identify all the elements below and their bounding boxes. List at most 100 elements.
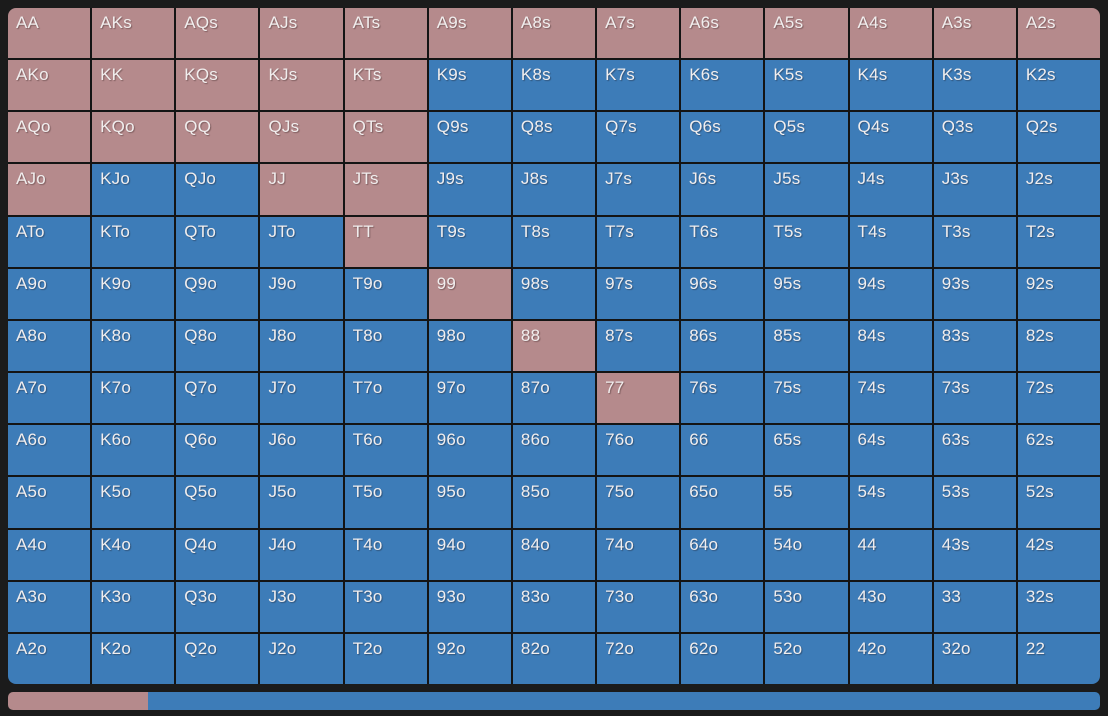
- hand-cell-ato[interactable]: ATo: [8, 216, 91, 267]
- hand-cell-33[interactable]: 33: [933, 581, 1016, 632]
- hand-cell-j3s[interactable]: J3s: [933, 164, 1016, 215]
- hand-cell-76o[interactable]: 76o: [597, 425, 680, 476]
- hand-cell-a5o[interactable]: A5o: [8, 477, 91, 528]
- hand-cell-77[interactable]: 77: [597, 373, 680, 424]
- hand-cell-q5s[interactable]: Q5s: [765, 112, 848, 163]
- hand-cell-aks[interactable]: AKs: [92, 8, 175, 59]
- hand-cell-t2s[interactable]: T2s: [1017, 216, 1100, 267]
- hand-cell-97s[interactable]: 97s: [597, 268, 680, 319]
- hand-cell-aqs[interactable]: AQs: [176, 8, 259, 59]
- hand-cell-j9o[interactable]: J9o: [260, 268, 343, 319]
- hand-cell-a6s[interactable]: A6s: [681, 8, 764, 59]
- hand-cell-k2o[interactable]: K2o: [92, 633, 175, 684]
- hand-cell-42s[interactable]: 42s: [1017, 529, 1100, 580]
- hand-cell-73s[interactable]: 73s: [933, 373, 1016, 424]
- hand-cell-j4s[interactable]: J4s: [849, 164, 932, 215]
- hand-cell-a2s[interactable]: A2s: [1017, 8, 1100, 59]
- hand-cell-64s[interactable]: 64s: [849, 425, 932, 476]
- hand-cell-t6o[interactable]: T6o: [344, 425, 427, 476]
- hand-cell-k5o[interactable]: K5o: [92, 477, 175, 528]
- hand-cell-t2o[interactable]: T2o: [344, 633, 427, 684]
- hand-cell-a9o[interactable]: A9o: [8, 268, 91, 319]
- hand-cell-j5o[interactable]: J5o: [260, 477, 343, 528]
- hand-cell-j2s[interactable]: J2s: [1017, 164, 1100, 215]
- hand-cell-ajo[interactable]: AJo: [8, 164, 91, 215]
- hand-cell-75o[interactable]: 75o: [597, 477, 680, 528]
- hand-cell-97o[interactable]: 97o: [428, 373, 511, 424]
- hand-cell-52s[interactable]: 52s: [1017, 477, 1100, 528]
- hand-cell-74o[interactable]: 74o: [597, 529, 680, 580]
- hand-cell-86o[interactable]: 86o: [512, 425, 596, 476]
- hand-cell-k9s[interactable]: K9s: [428, 60, 511, 111]
- hand-cell-92s[interactable]: 92s: [1017, 268, 1100, 319]
- hand-cell-k5s[interactable]: K5s: [765, 60, 848, 111]
- hand-cell-55[interactable]: 55: [765, 477, 848, 528]
- hand-cell-kts[interactable]: KTs: [344, 60, 427, 111]
- hand-cell-t3s[interactable]: T3s: [933, 216, 1016, 267]
- hand-cell-j8s[interactable]: J8s: [512, 164, 596, 215]
- hand-cell-t8s[interactable]: T8s: [512, 216, 596, 267]
- hand-cell-a8s[interactable]: A8s: [512, 8, 596, 59]
- hand-cell-a3s[interactable]: A3s: [933, 8, 1016, 59]
- hand-cell-t7o[interactable]: T7o: [344, 373, 427, 424]
- hand-cell-62s[interactable]: 62s: [1017, 425, 1100, 476]
- hand-cell-j2o[interactable]: J2o: [260, 633, 343, 684]
- hand-cell-k4o[interactable]: K4o: [92, 529, 175, 580]
- hand-cell-65s[interactable]: 65s: [765, 425, 848, 476]
- hand-cell-92o[interactable]: 92o: [428, 633, 511, 684]
- hand-cell-a9s[interactable]: A9s: [428, 8, 511, 59]
- hand-cell-94o[interactable]: 94o: [428, 529, 511, 580]
- hand-cell-98o[interactable]: 98o: [428, 320, 511, 372]
- hand-cell-q6o[interactable]: Q6o: [176, 425, 259, 476]
- hand-cell-t8o[interactable]: T8o: [344, 320, 427, 372]
- hand-cell-t3o[interactable]: T3o: [344, 581, 427, 632]
- hand-cell-43s[interactable]: 43s: [933, 529, 1016, 580]
- hand-cell-t5o[interactable]: T5o: [344, 477, 427, 528]
- hand-cell-82s[interactable]: 82s: [1017, 320, 1100, 372]
- hand-cell-t7s[interactable]: T7s: [597, 216, 680, 267]
- hand-cell-kjo[interactable]: KJo: [92, 164, 175, 215]
- hand-cell-94s[interactable]: 94s: [849, 268, 932, 319]
- hand-cell-a5s[interactable]: A5s: [765, 8, 848, 59]
- hand-cell-q9o[interactable]: Q9o: [176, 268, 259, 319]
- hand-cell-ajs[interactable]: AJs: [260, 8, 343, 59]
- hand-cell-82o[interactable]: 82o: [512, 633, 596, 684]
- hand-cell-aa[interactable]: AA: [8, 8, 91, 59]
- hand-cell-k7s[interactable]: K7s: [597, 60, 680, 111]
- hand-cell-kjs[interactable]: KJs: [260, 60, 343, 111]
- hand-cell-j7o[interactable]: J7o: [260, 373, 343, 424]
- hand-cell-42o[interactable]: 42o: [849, 633, 932, 684]
- hand-cell-85o[interactable]: 85o: [512, 477, 596, 528]
- hand-cell-96s[interactable]: 96s: [681, 268, 764, 319]
- hand-cell-74s[interactable]: 74s: [849, 373, 932, 424]
- hand-cell-t4s[interactable]: T4s: [849, 216, 932, 267]
- hand-cell-j3o[interactable]: J3o: [260, 581, 343, 632]
- hand-cell-j6o[interactable]: J6o: [260, 425, 343, 476]
- hand-cell-43o[interactable]: 43o: [849, 581, 932, 632]
- hand-cell-a4s[interactable]: A4s: [849, 8, 932, 59]
- hand-cell-53s[interactable]: 53s: [933, 477, 1016, 528]
- hand-cell-q9s[interactable]: Q9s: [428, 112, 511, 163]
- hand-cell-k3s[interactable]: K3s: [933, 60, 1016, 111]
- hand-cell-q3o[interactable]: Q3o: [176, 581, 259, 632]
- hand-cell-jts[interactable]: JTs: [344, 164, 427, 215]
- hand-cell-q7o[interactable]: Q7o: [176, 373, 259, 424]
- hand-cell-q3s[interactable]: Q3s: [933, 112, 1016, 163]
- hand-cell-88[interactable]: 88: [512, 320, 596, 372]
- hand-cell-87o[interactable]: 87o: [512, 373, 596, 424]
- hand-cell-k3o[interactable]: K3o: [92, 581, 175, 632]
- hand-cell-53o[interactable]: 53o: [765, 581, 848, 632]
- hand-cell-44[interactable]: 44: [849, 529, 932, 580]
- hand-cell-65o[interactable]: 65o: [681, 477, 764, 528]
- hand-cell-86s[interactable]: 86s: [681, 320, 764, 372]
- hand-cell-52o[interactable]: 52o: [765, 633, 848, 684]
- hand-cell-66[interactable]: 66: [681, 425, 764, 476]
- hand-cell-75s[interactable]: 75s: [765, 373, 848, 424]
- hand-cell-85s[interactable]: 85s: [765, 320, 848, 372]
- hand-cell-qts[interactable]: QTs: [344, 112, 427, 163]
- hand-cell-32o[interactable]: 32o: [933, 633, 1016, 684]
- hand-cell-63s[interactable]: 63s: [933, 425, 1016, 476]
- hand-cell-q2s[interactable]: Q2s: [1017, 112, 1100, 163]
- hand-cell-t5s[interactable]: T5s: [765, 216, 848, 267]
- hand-cell-j7s[interactable]: J7s: [597, 164, 680, 215]
